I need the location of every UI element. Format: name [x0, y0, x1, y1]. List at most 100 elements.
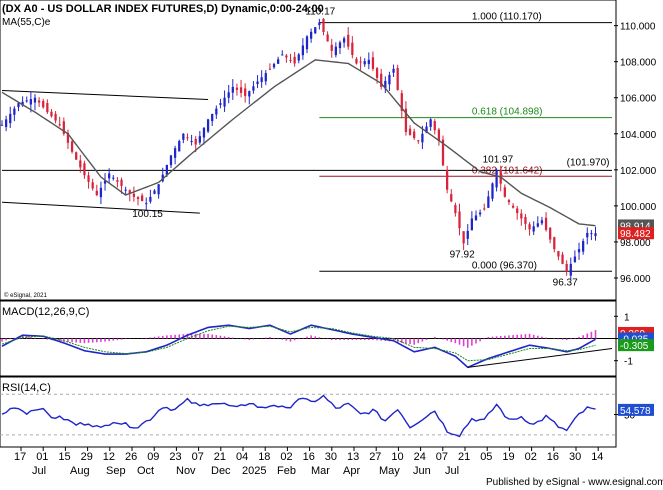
candle-body [301, 45, 305, 56]
fib-level-label: 0.618 (104.898) [472, 107, 543, 118]
candle-body [470, 218, 473, 231]
x-month-label: Sep [106, 465, 126, 477]
price-annotation: 96.37 [553, 277, 578, 288]
candle-body [128, 190, 131, 194]
x-tick-label: 15 [58, 451, 70, 463]
x-tick-label: 26 [125, 451, 137, 463]
candle-body [149, 196, 152, 202]
candle-body [124, 189, 127, 191]
price-y-tick-label: 96.000 [620, 274, 651, 285]
price-y-tick-label: 98.000 [620, 238, 651, 249]
candle-body [248, 91, 251, 97]
x-tick-label: 23 [169, 451, 181, 463]
candle-body [582, 241, 585, 252]
candle-body [256, 81, 259, 85]
candle-body [145, 203, 148, 205]
candle-body [413, 131, 416, 138]
price-layer: 96.000 98.000 100.000 102.000 104.000 106.000… [0, 7, 657, 288]
candle-body [495, 170, 498, 188]
footer-credit: Published by eSignal - www.esignal.com [486, 477, 663, 488]
candle-body [462, 231, 465, 244]
candle-body [483, 208, 486, 210]
candle-body [252, 86, 255, 91]
candle-body [235, 87, 239, 90]
x-month-label: Feb [277, 465, 296, 477]
x-tick-label: 16 [303, 451, 315, 463]
candle-body [244, 88, 247, 96]
candle-body [408, 128, 412, 135]
price-badge [618, 227, 654, 240]
price-panel-frame [0, 0, 617, 301]
x-tick-label: 01 [36, 451, 48, 463]
x-tick-label: 27 [369, 451, 381, 463]
macd-y-tick-label: -1 [624, 357, 633, 368]
ma-label: MA(55,C)e [2, 17, 51, 28]
candle-body [594, 233, 597, 237]
candle-body [227, 92, 230, 98]
x-month-label: May [379, 465, 400, 477]
rsi-badge-text: 54.578 [620, 406, 651, 417]
candle-body [450, 194, 453, 202]
candle-body [272, 64, 276, 68]
candle-body [573, 256, 577, 263]
price-annotation: 110.17 [305, 7, 335, 18]
x-tick-label: 18 [258, 451, 270, 463]
candle-body [198, 136, 201, 143]
candle-body [202, 127, 206, 138]
x-month-label: Jul [32, 465, 46, 477]
x-month-label: Mar [311, 465, 330, 477]
candle-body [553, 237, 556, 250]
macd-line [1, 324, 596, 369]
macd-y-tick-label: 1 [624, 312, 630, 323]
candle-body [433, 121, 436, 131]
rsi-panel-frame [0, 376, 617, 448]
candle-body [79, 160, 82, 168]
candle-body [516, 208, 519, 214]
price-badge-text: 98.914 [620, 221, 651, 232]
candle-body [66, 132, 70, 143]
candle-body [231, 86, 234, 93]
candle-body [116, 180, 119, 182]
candle-body [425, 126, 428, 133]
macd-trendline [467, 347, 613, 368]
x-month-label: Apr [343, 465, 360, 477]
candle-body [223, 97, 226, 107]
macd-layer: 10-10.269-0.035-0.305 [0, 312, 654, 369]
macd-badge [618, 339, 654, 352]
candle-body [338, 42, 342, 49]
candle-body [132, 193, 136, 197]
candle-body [281, 54, 284, 56]
candle-body [491, 183, 494, 199]
candle-body [367, 59, 370, 65]
x-tick-label: 29 [81, 451, 93, 463]
candle-body [285, 55, 288, 58]
x-tick-label: 09 [147, 451, 159, 463]
candle-body [83, 163, 86, 176]
x-month-label: Oct [137, 465, 154, 477]
x-tick-label: 02 [525, 451, 537, 463]
candle-body [87, 175, 90, 182]
rsi-y-tick-label: 50 [624, 411, 636, 422]
candle-body [182, 133, 185, 140]
candle-body [293, 56, 296, 64]
candle-body [380, 73, 383, 87]
candle-body [322, 18, 325, 32]
candle-body [9, 113, 12, 124]
candle-body [37, 100, 41, 103]
x-tick-label: 14 [591, 451, 603, 463]
x-tick-label: 07 [192, 451, 204, 463]
candle-body [363, 61, 366, 65]
candle-body [70, 141, 74, 152]
candle-body [540, 220, 544, 224]
x-month-label: Nov [176, 465, 196, 477]
x-tick-label: 07 [436, 451, 448, 463]
candle-body [239, 87, 243, 93]
candle-body [42, 100, 45, 108]
x-tick-label: 24 [414, 451, 426, 463]
candle-body [532, 226, 535, 232]
candle-body [99, 187, 103, 198]
candle-body [404, 108, 408, 132]
rsi-line [1, 394, 596, 438]
candle-body [50, 111, 53, 117]
price-y-tick-label: 110.000 [620, 22, 656, 33]
